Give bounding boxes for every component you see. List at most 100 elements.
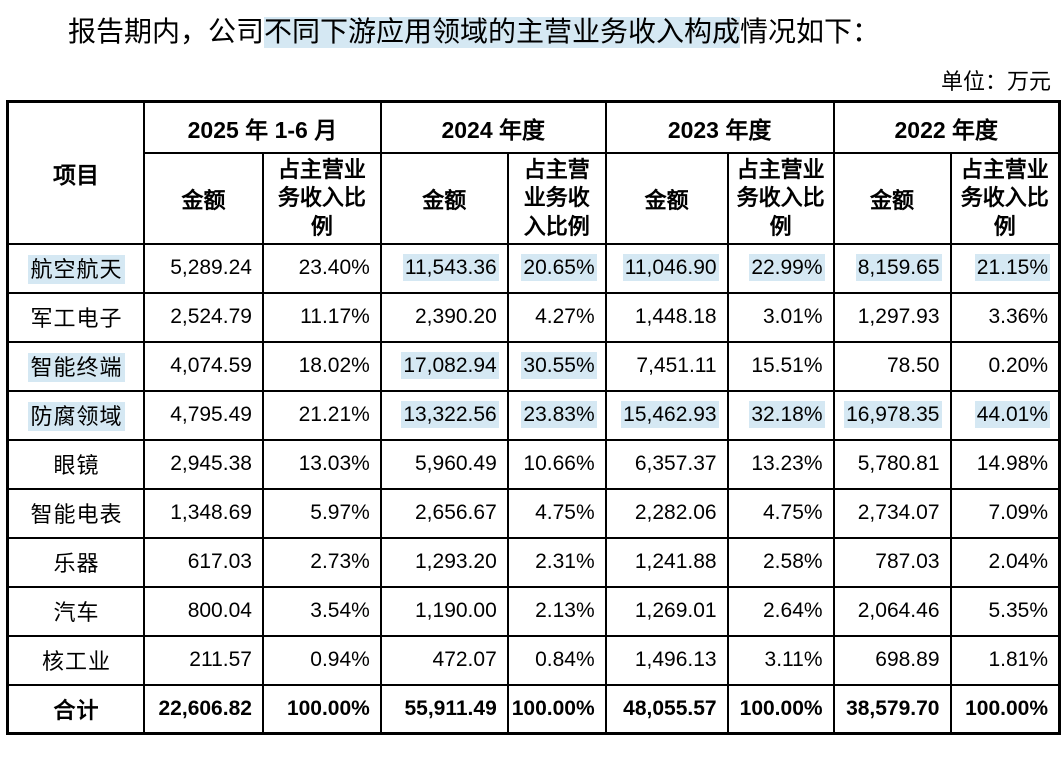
- cell-value: 23.83%: [521, 401, 597, 429]
- amount-cell: 17,082.94: [379, 340, 509, 392]
- ratio-column-header-2025h1: 占主营业 务收入比 例: [261, 152, 382, 245]
- cell-value: 32.18%: [749, 401, 825, 429]
- period-header-2024: 2024 年度: [379, 100, 607, 155]
- cell-value: 2.73%: [310, 550, 370, 574]
- amount-cell: 472.07: [379, 634, 509, 686]
- ratio-cell: 5.35%: [949, 585, 1061, 637]
- total-row: 合计 22,606.82 100.00% 55,911.49 100.00% 48,055…: [6, 683, 1061, 735]
- ratio-cell: 7.09%: [949, 487, 1061, 539]
- table-row: 航空航天 5,289.24 23.40% 11,543.36 20.65% 11,046.…: [6, 242, 1061, 294]
- amount-column-header-2022: 金额: [832, 152, 952, 245]
- cell-value: 2.04%: [988, 550, 1048, 574]
- amount-cell: 55,911.49: [379, 683, 509, 735]
- amount-cell: 1,190.00: [379, 585, 509, 637]
- row-label: 合计: [53, 698, 100, 724]
- amount-cell: 2,064.46: [832, 585, 952, 637]
- period-header-2023: 2023 年度: [604, 100, 835, 155]
- item-column-header: 项目: [6, 100, 145, 245]
- amount-cell: 1,297.93: [832, 291, 952, 343]
- cell-value: 22,606.82: [158, 697, 252, 721]
- ratio-cell: 2.31%: [506, 536, 607, 588]
- cell-value: 3.36%: [988, 305, 1048, 329]
- amount-cell: 2,524.79: [143, 291, 264, 343]
- row-label: 智能电表: [30, 502, 123, 528]
- cell-value: 78.50: [886, 354, 940, 378]
- amount-cell: 22,606.82: [143, 683, 264, 735]
- cell-value: 7.09%: [988, 501, 1048, 525]
- cell-value: 10.66%: [523, 452, 595, 476]
- amount-cell: 1,348.69: [143, 487, 264, 539]
- cell-value: 2,524.79: [170, 305, 252, 329]
- amount-cell: 7,451.11: [604, 340, 729, 392]
- ratio-cell: 4.75%: [506, 487, 607, 539]
- cell-value: 11.17%: [300, 305, 370, 329]
- amount-cell: 1,448.18: [604, 291, 729, 343]
- cell-value: 20.65%: [521, 254, 597, 282]
- cell-value: 2.31%: [535, 550, 595, 574]
- ratio-cell: 2.73%: [261, 536, 382, 588]
- amount-cell: 698.89: [832, 634, 952, 686]
- ratio-cell: 5.97%: [261, 487, 382, 539]
- amount-cell: 1,293.20: [379, 536, 509, 588]
- amount-cell: 48,055.57: [604, 683, 729, 735]
- cell-value: 0.94%: [310, 648, 370, 672]
- amount-column-header-2024: 金额: [379, 152, 509, 245]
- cell-value: 2,734.07: [857, 501, 940, 525]
- cell-value: 787.03: [875, 550, 940, 574]
- ratio-cell: 0.94%: [261, 634, 382, 686]
- cell-value: 211.57: [189, 648, 252, 672]
- ratio-cell: 23.40%: [261, 242, 382, 294]
- table-row: 眼镜 2,945.38 13.03% 5,960.49 10.66% 6,357.37 13…: [6, 438, 1061, 490]
- amount-cell: 2,945.38: [143, 438, 264, 490]
- cell-value: 698.89: [875, 648, 940, 672]
- cell-value: 5,780.81: [857, 452, 940, 476]
- ratio-cell: 14.98%: [949, 438, 1061, 490]
- row-label: 核工业: [41, 649, 111, 675]
- cell-value: 38,579.70: [846, 697, 940, 721]
- cell-value: 5,960.49: [415, 452, 497, 476]
- ratio-cell: 2.13%: [506, 585, 607, 637]
- amount-column-header-2023: 金额: [604, 152, 729, 245]
- row-label-cell: 智能电表: [6, 487, 145, 539]
- amount-cell: 2,282.06: [604, 487, 729, 539]
- cell-value: 14.98%: [976, 452, 1048, 476]
- ratio-cell: 22.99%: [726, 242, 835, 294]
- column-header-row: 金额 占主营业 务收入比 例 金额 占主营 业务收 入比例 金额 占主营业 务收…: [8, 152, 1061, 245]
- cell-value: 100.00%: [511, 697, 595, 721]
- ratio-cell: 13.03%: [261, 438, 382, 490]
- ratio-cell: 0.20%: [949, 340, 1061, 392]
- cell-value: 472.07: [432, 648, 497, 672]
- table-row: 乐器 617.03 2.73% 1,293.20 2.31% 1,241.88 2.58% 7…: [6, 536, 1061, 588]
- row-label-cell: 核工业: [6, 634, 145, 686]
- cell-value: 55,911.49: [404, 697, 497, 721]
- cell-value: 2.64%: [763, 599, 823, 623]
- cell-value: 4.75%: [763, 501, 823, 525]
- cell-value: 15,462.93: [621, 401, 719, 429]
- row-label-cell: 军工电子: [6, 291, 145, 343]
- cell-value: 13,322.56: [401, 401, 499, 429]
- cell-value: 2,656.67: [415, 501, 497, 525]
- ratio-cell: 100.00%: [726, 683, 835, 735]
- cell-value: 15.51%: [751, 354, 823, 378]
- ratio-cell: 3.11%: [726, 634, 835, 686]
- cell-value: 1,297.93: [857, 305, 940, 329]
- cell-value: 100.00%: [965, 697, 1048, 721]
- cell-value: 48,055.57: [623, 697, 717, 721]
- ratio-cell: 21.15%: [949, 242, 1061, 294]
- cell-value: 1,496.13: [634, 648, 717, 672]
- ratio-cell: 2.58%: [726, 536, 835, 588]
- paragraph-title: 报告期内，公司不同下游应用领域的主营业务收入构成情况如下：: [68, 14, 1051, 52]
- period-header-2022: 2022 年度: [832, 100, 1061, 155]
- row-label-cell: 防腐领域: [6, 389, 145, 441]
- cell-value: 617.03: [187, 550, 252, 574]
- amount-cell: 16,978.35: [832, 389, 952, 441]
- table-row: 汽车 800.04 3.54% 1,190.00 2.13% 1,269.01 2.64% 2…: [6, 585, 1061, 637]
- row-label-cell: 智能终端: [6, 340, 145, 392]
- ratio-cell: 32.18%: [726, 389, 835, 441]
- ratio-cell: 100.00%: [506, 683, 607, 735]
- cell-value: 23.40%: [298, 256, 370, 280]
- ratio-cell: 30.55%: [506, 340, 607, 392]
- row-label: 航空航天: [28, 255, 125, 285]
- row-label: 智能终端: [28, 353, 125, 383]
